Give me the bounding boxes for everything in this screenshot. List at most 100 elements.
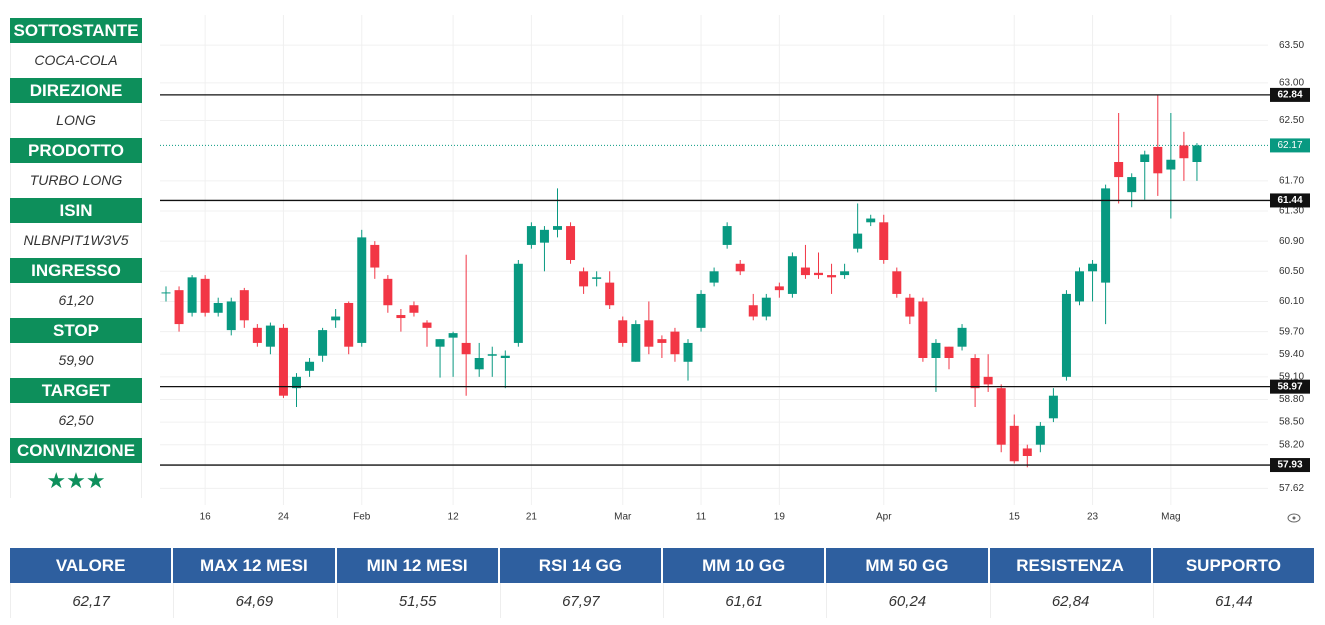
y-tick-label: 57.62	[1279, 483, 1304, 494]
candle-body	[265, 325, 275, 347]
candle-body	[566, 226, 576, 260]
y-tick-label: 58.80	[1279, 394, 1304, 405]
table-header: MAX 12 MESI	[173, 548, 335, 583]
y-tick-label: 60.10	[1279, 296, 1304, 307]
panel-value: LONG	[10, 103, 142, 138]
candle-body	[318, 330, 328, 356]
y-tick-label: 58.20	[1279, 439, 1304, 450]
panel-value: NLBNPIT1W3V5	[10, 223, 142, 258]
y-tick-label: 59.40	[1279, 349, 1304, 360]
candle-body	[1114, 162, 1124, 178]
candle-body	[748, 305, 758, 317]
candle-body	[774, 286, 784, 291]
candle-body	[605, 282, 615, 306]
candle-body	[448, 333, 458, 338]
candle-body	[944, 346, 954, 358]
candle-body	[409, 305, 419, 313]
candle-body	[305, 361, 315, 371]
candle-body	[278, 327, 288, 396]
candle-body	[957, 327, 967, 347]
candle-body	[1153, 146, 1163, 174]
panel-label: CONVINZIONE	[10, 438, 142, 463]
candle-body	[787, 256, 797, 294]
candle-body	[526, 226, 536, 245]
x-tick-label: 21	[526, 512, 538, 523]
candle-body	[500, 355, 510, 358]
candle-body	[657, 339, 667, 343]
candle-body	[592, 277, 602, 279]
table-value: 62,84	[989, 583, 1151, 618]
candle-body	[1035, 425, 1045, 445]
candle-body	[1127, 177, 1137, 193]
y-tick-label: 61.70	[1279, 175, 1304, 186]
candle-body	[1192, 145, 1202, 162]
level-tag	[1270, 458, 1310, 473]
candle-body	[840, 271, 850, 276]
x-tick-label: Mag	[1161, 512, 1180, 523]
x-tick-label: 12	[448, 512, 460, 523]
candle-body	[644, 320, 654, 347]
candle-body	[1101, 188, 1111, 283]
panel-value: COCA-COLA	[10, 43, 142, 78]
candle-body	[853, 233, 863, 249]
candle-body	[252, 327, 262, 343]
candle-body	[474, 358, 484, 370]
candle-body	[1166, 159, 1176, 170]
table-header: VALORE	[10, 548, 172, 583]
stats-table: VALORE MAX 12 MESI MIN 12 MESI RSI 14 GG MM …	[10, 548, 1314, 618]
candle-body	[670, 331, 680, 355]
candle-body	[422, 322, 432, 328]
table-value: 64,69	[173, 583, 334, 618]
candle-body	[161, 292, 171, 294]
x-tick-label: 16	[200, 512, 212, 523]
candle-body	[213, 302, 223, 313]
panel-label: STOP	[10, 318, 142, 343]
level-tag	[1270, 87, 1310, 102]
y-tick-label: 63.00	[1279, 77, 1304, 88]
table-value: 61,44	[1152, 583, 1314, 618]
table-header: MM 10 GG	[663, 548, 825, 583]
settings-icon[interactable]	[1287, 513, 1301, 523]
candle-body	[618, 320, 628, 343]
candle-body	[370, 244, 380, 268]
candle-body	[827, 275, 837, 278]
table-value: 61,61	[663, 583, 824, 618]
x-tick-label: 11	[696, 512, 707, 523]
panel-value: 62,50	[10, 403, 142, 438]
candle-body	[539, 229, 549, 243]
candle-body	[879, 222, 889, 260]
candle-body	[814, 272, 823, 276]
table-value: 62,17	[10, 583, 171, 618]
level-tag	[1270, 193, 1310, 208]
x-tick-label: 24	[278, 512, 290, 523]
x-tick-label: Feb	[353, 512, 371, 523]
candle-body	[344, 302, 354, 347]
candle-body	[579, 271, 589, 287]
candle-body	[1179, 145, 1189, 159]
candle-body	[383, 278, 393, 306]
trade-panel: SOTTOSTANTE COCA-COLA DIREZIONE LONG PRODOTT…	[10, 18, 142, 498]
candle-body	[1061, 293, 1071, 377]
x-tick-label: 23	[1087, 512, 1099, 523]
candle-body	[357, 237, 367, 343]
panel-label: SOTTOSTANTE	[10, 18, 142, 43]
candle-body	[1088, 263, 1098, 272]
candle-body	[174, 290, 184, 325]
candle-body	[1009, 425, 1019, 462]
table-header: RESISTENZA	[989, 548, 1151, 583]
candle-body	[696, 293, 706, 328]
candle-body	[513, 263, 523, 343]
table-header: RSI 14 GG	[499, 548, 661, 583]
table-value: 51,55	[336, 583, 498, 618]
y-tick-label: 60.50	[1279, 266, 1304, 277]
level-label: 62.84	[1277, 90, 1302, 101]
candle-body	[1022, 448, 1032, 456]
level-tag	[1270, 379, 1310, 394]
y-tick-label: 62.50	[1279, 115, 1304, 126]
table-header: MM 50 GG	[826, 548, 988, 583]
price-label: 62.17	[1277, 140, 1302, 151]
table-value: 67,97	[499, 583, 661, 618]
candle-body	[722, 226, 732, 245]
candle-body	[226, 301, 236, 331]
candle-body	[709, 271, 719, 283]
